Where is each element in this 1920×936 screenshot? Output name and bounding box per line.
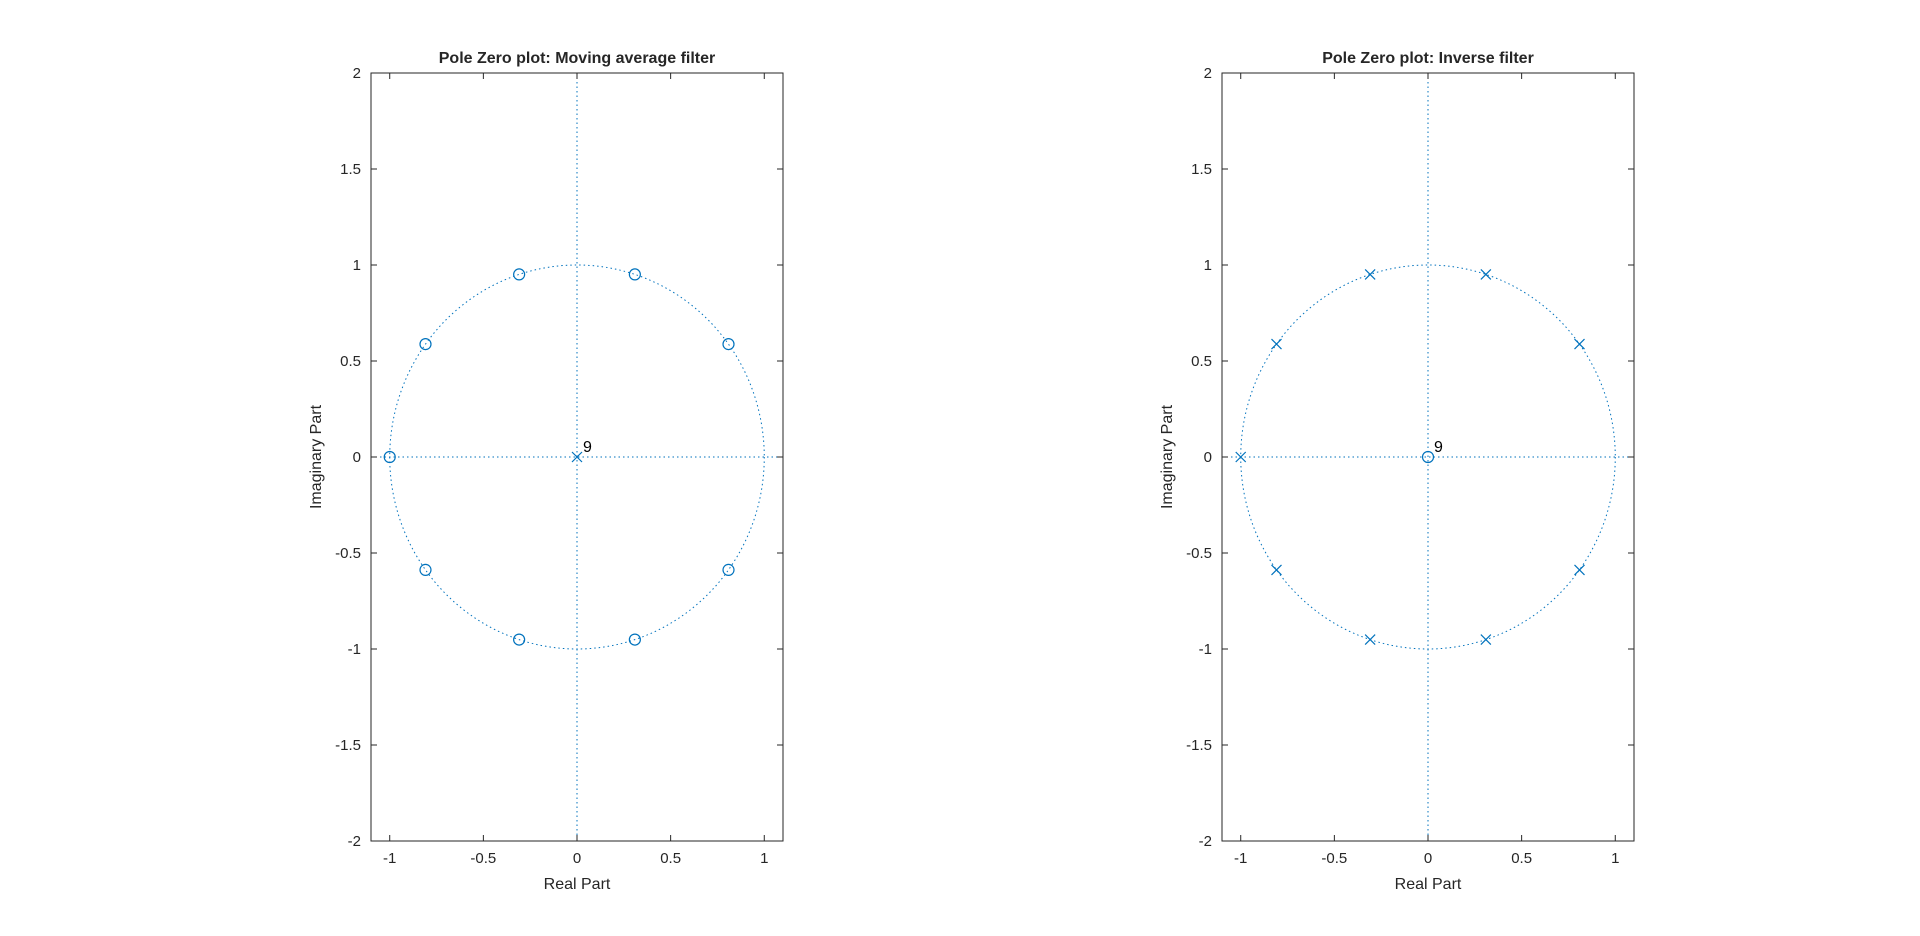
zero-marker [419, 338, 432, 351]
x-tick-label: -1 [1234, 850, 1247, 867]
y-tick-label: -1.5 [335, 737, 361, 754]
x-tick-label: 0 [573, 850, 581, 867]
y-axis-label: Imaginary Part [308, 404, 325, 509]
pole-marker [1364, 268, 1376, 280]
multiplicity-label: 9 [1434, 439, 1443, 456]
pole-marker [1364, 634, 1376, 646]
y-tick-label: -2 [348, 833, 361, 850]
x-tick-label: 0 [1424, 850, 1432, 867]
zero-marker [513, 268, 526, 281]
x-tick-label: 0.5 [1511, 850, 1532, 867]
x-tick-label: 1 [760, 850, 768, 867]
x-tick-label: -0.5 [1321, 850, 1347, 867]
x-axis-label: Real Part [544, 876, 611, 893]
x-tick-label: -0.5 [470, 850, 496, 867]
plot-moving-average-filter: -1 -0.5 0 0.5 1 -2 -1.5 -1 -0.5 0 0.5 1 1.5 2 9 Pole Ze… [308, 50, 784, 893]
y-tick-label: 1 [353, 257, 361, 274]
zero-marker [722, 338, 735, 351]
pole-marker [1574, 564, 1585, 576]
y-tick-label: 0.5 [1191, 353, 1212, 370]
y-tick-label: 1.5 [340, 161, 361, 178]
y-tick-label: 0 [1204, 449, 1212, 466]
chart-title: Pole Zero plot: Inverse filter [1322, 50, 1534, 67]
pole-marker [1235, 451, 1247, 463]
x-axis-label: Real Part [1395, 876, 1462, 893]
pole-marker [1574, 338, 1585, 350]
y-tick-label: 2 [1204, 65, 1212, 82]
zero-marker [513, 633, 526, 646]
zero-marker [628, 268, 641, 281]
pole-marker [1480, 634, 1492, 646]
plot-inverse-filter: -1 -0.5 0 0.5 1 -2 -1.5 -1 -0.5 0 0.5 1 1.5 2 9 Pole Ze… [1159, 50, 1635, 893]
y-tick-label: 1 [1204, 257, 1212, 274]
y-tick-label: 2 [353, 65, 361, 82]
chart-title: Pole Zero plot: Moving average filter [439, 50, 716, 67]
multiplicity-label: 9 [583, 439, 592, 456]
zero-marker [419, 563, 432, 576]
zero-marker [1421, 450, 1435, 464]
y-tick-label: 0 [353, 449, 361, 466]
pole-marker [571, 451, 583, 463]
y-tick-label: -2 [1199, 833, 1212, 850]
y-tick-label: -1.5 [1186, 737, 1212, 754]
pole-marker [1480, 268, 1492, 280]
x-tick-label: 1 [1611, 850, 1619, 867]
y-tick-label: -1 [348, 641, 361, 658]
y-tick-label: -0.5 [1186, 545, 1212, 562]
zero-marker [722, 563, 735, 576]
y-tick-label: 0.5 [340, 353, 361, 370]
zero-marker [628, 633, 641, 646]
y-tick-label: -1 [1199, 641, 1212, 658]
y-axis-label: Imaginary Part [1159, 404, 1176, 509]
x-tick-label: 0.5 [660, 850, 681, 867]
unit-circle [389, 264, 765, 650]
y-tick-label: 1.5 [1191, 161, 1212, 178]
pole-marker [1271, 338, 1282, 350]
zero-marker [383, 450, 396, 464]
x-tick-label: -1 [383, 850, 396, 867]
pole-marker [1271, 564, 1282, 576]
y-tick-label: -0.5 [335, 545, 361, 562]
unit-circle [1240, 264, 1616, 650]
